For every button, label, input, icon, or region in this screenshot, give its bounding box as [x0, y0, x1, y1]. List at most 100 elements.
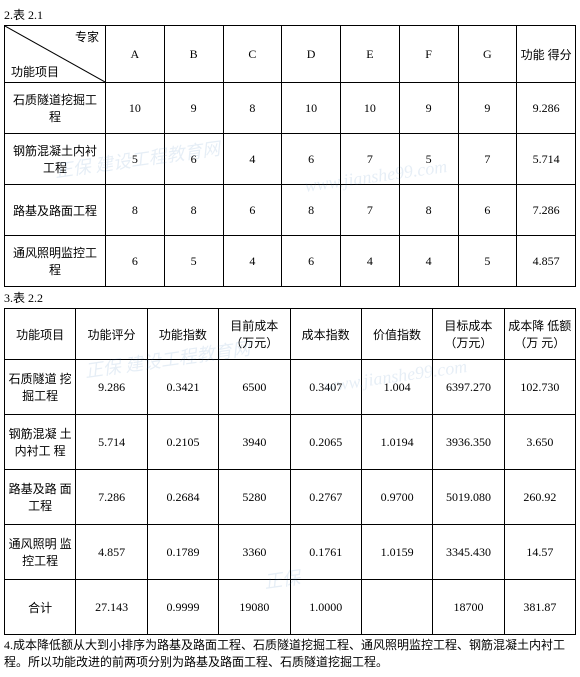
cell: 5: [458, 236, 517, 287]
cell: 10: [341, 83, 400, 134]
cell: 9: [164, 83, 223, 134]
cell: 0.1789: [147, 525, 218, 580]
table-row: 钢筋混凝 土内衬工 程 5.714 0.2105 3940 0.2065 1.0…: [5, 415, 576, 470]
diag-bot: 功能项目: [11, 63, 59, 80]
cell: 7: [458, 134, 517, 185]
cell: 7.286: [517, 185, 576, 236]
table-2-2: 功能项目 功能评分 功能指数 目前成本 （万元） 成本指数 价值指数 目标成本 …: [4, 308, 576, 635]
cell: 8: [282, 185, 341, 236]
cell: 7.286: [76, 470, 147, 525]
cell: 7: [341, 185, 400, 236]
row-label: 钢筋混凝土内衬 工程: [5, 134, 106, 185]
cell: 6: [106, 236, 165, 287]
cell: 1.0159: [361, 525, 432, 580]
table2-caption: 3.表 2.2: [4, 289, 576, 306]
cell: 8: [164, 185, 223, 236]
cell: 10: [282, 83, 341, 134]
cell: 4: [223, 236, 282, 287]
col: 目前成本 （万元）: [219, 309, 290, 360]
cell: 8: [223, 83, 282, 134]
table1-caption: 2.表 2.1: [4, 6, 576, 23]
cell: 5: [164, 236, 223, 287]
table-row: 石质隧道 挖掘工程 9.286 0.3421 6500 0.3407 1.004…: [5, 360, 576, 415]
col: 成本降 低额（万 元）: [504, 309, 575, 360]
table-row: 路基及路面工程 8 8 6 8 7 8 6 7.286: [5, 185, 576, 236]
table-2-1: 专家 功能项目 A B C D E F G 功能 得分 石质隧道挖掘工 程 10…: [4, 25, 576, 287]
cell: 6: [282, 134, 341, 185]
col-score: 功能 得分: [517, 26, 576, 83]
cell: 1.004: [361, 360, 432, 415]
cell: 6500: [219, 360, 290, 415]
row-label: 路基及路面工程: [5, 185, 106, 236]
col-G: G: [458, 26, 517, 83]
cell: 5019.080: [433, 470, 504, 525]
cell: 27.143: [76, 580, 147, 635]
cell: 6: [164, 134, 223, 185]
col: 功能评分: [76, 309, 147, 360]
cell: 18700: [433, 580, 504, 635]
cell: 10: [106, 83, 165, 134]
cell: 4: [399, 236, 458, 287]
cell: 3360: [219, 525, 290, 580]
cell: 19080: [219, 580, 290, 635]
cell: 5280: [219, 470, 290, 525]
cell: 6: [458, 185, 517, 236]
cell: 9.286: [517, 83, 576, 134]
diag-top: 专家: [75, 28, 99, 45]
cell: 石质隧道 挖掘工程: [5, 360, 76, 415]
cell: 9: [399, 83, 458, 134]
cell: 0.3421: [147, 360, 218, 415]
cell: 7: [341, 134, 400, 185]
diag-header: 专家 功能项目: [5, 26, 106, 83]
cell: 4.857: [76, 525, 147, 580]
col: 功能指数: [147, 309, 218, 360]
cell: 8: [106, 185, 165, 236]
cell: 0.2684: [147, 470, 218, 525]
col-D: D: [282, 26, 341, 83]
col-B: B: [164, 26, 223, 83]
cell: 1.0000: [290, 580, 361, 635]
cell: 6: [282, 236, 341, 287]
cell: 3345.430: [433, 525, 504, 580]
table-row: 通风照明监控工 程 6 5 4 6 4 4 5 4.857: [5, 236, 576, 287]
cell: 0.3407: [290, 360, 361, 415]
cell: 5.714: [76, 415, 147, 470]
cell: 3936.350: [433, 415, 504, 470]
cell: 5: [106, 134, 165, 185]
cell: 5: [399, 134, 458, 185]
col: 目标成本 （万元）: [433, 309, 504, 360]
cell: 0.2767: [290, 470, 361, 525]
cell: 路基及路 面工程: [5, 470, 76, 525]
cell: 102.730: [504, 360, 575, 415]
cell: 0.9700: [361, 470, 432, 525]
cell: 1.0194: [361, 415, 432, 470]
table-row: 通风照明 监控工程 4.857 0.1789 3360 0.1761 1.015…: [5, 525, 576, 580]
cell: 8: [399, 185, 458, 236]
col: 成本指数: [290, 309, 361, 360]
cell: 9: [458, 83, 517, 134]
cell: 合计: [5, 580, 76, 635]
cell: 3.650: [504, 415, 575, 470]
cell: 381.87: [504, 580, 575, 635]
cell: 5.714: [517, 134, 576, 185]
cell: 4: [223, 134, 282, 185]
cell: 6: [223, 185, 282, 236]
cell: 0.1761: [290, 525, 361, 580]
cell: 0.2105: [147, 415, 218, 470]
footer-note: 4.成本降低额从大到小排序为路基及路面工程、石质隧道挖掘工程、通风照明监控工程、…: [4, 637, 576, 671]
cell: [361, 580, 432, 635]
cell: 通风照明 监控工程: [5, 525, 76, 580]
cell: 钢筋混凝 土内衬工 程: [5, 415, 76, 470]
table-row: 路基及路 面工程 7.286 0.2684 5280 0.2767 0.9700…: [5, 470, 576, 525]
cell: 14.57: [504, 525, 575, 580]
col-E: E: [341, 26, 400, 83]
cell: 6397.270: [433, 360, 504, 415]
table-row: 合计 27.143 0.9999 19080 1.0000 18700 381.…: [5, 580, 576, 635]
cell: 0.2065: [290, 415, 361, 470]
col: 功能项目: [5, 309, 76, 360]
col-F: F: [399, 26, 458, 83]
cell: 260.92: [504, 470, 575, 525]
cell: 0.9999: [147, 580, 218, 635]
cell: 4: [341, 236, 400, 287]
table-row: 石质隧道挖掘工 程 10 9 8 10 10 9 9 9.286: [5, 83, 576, 134]
